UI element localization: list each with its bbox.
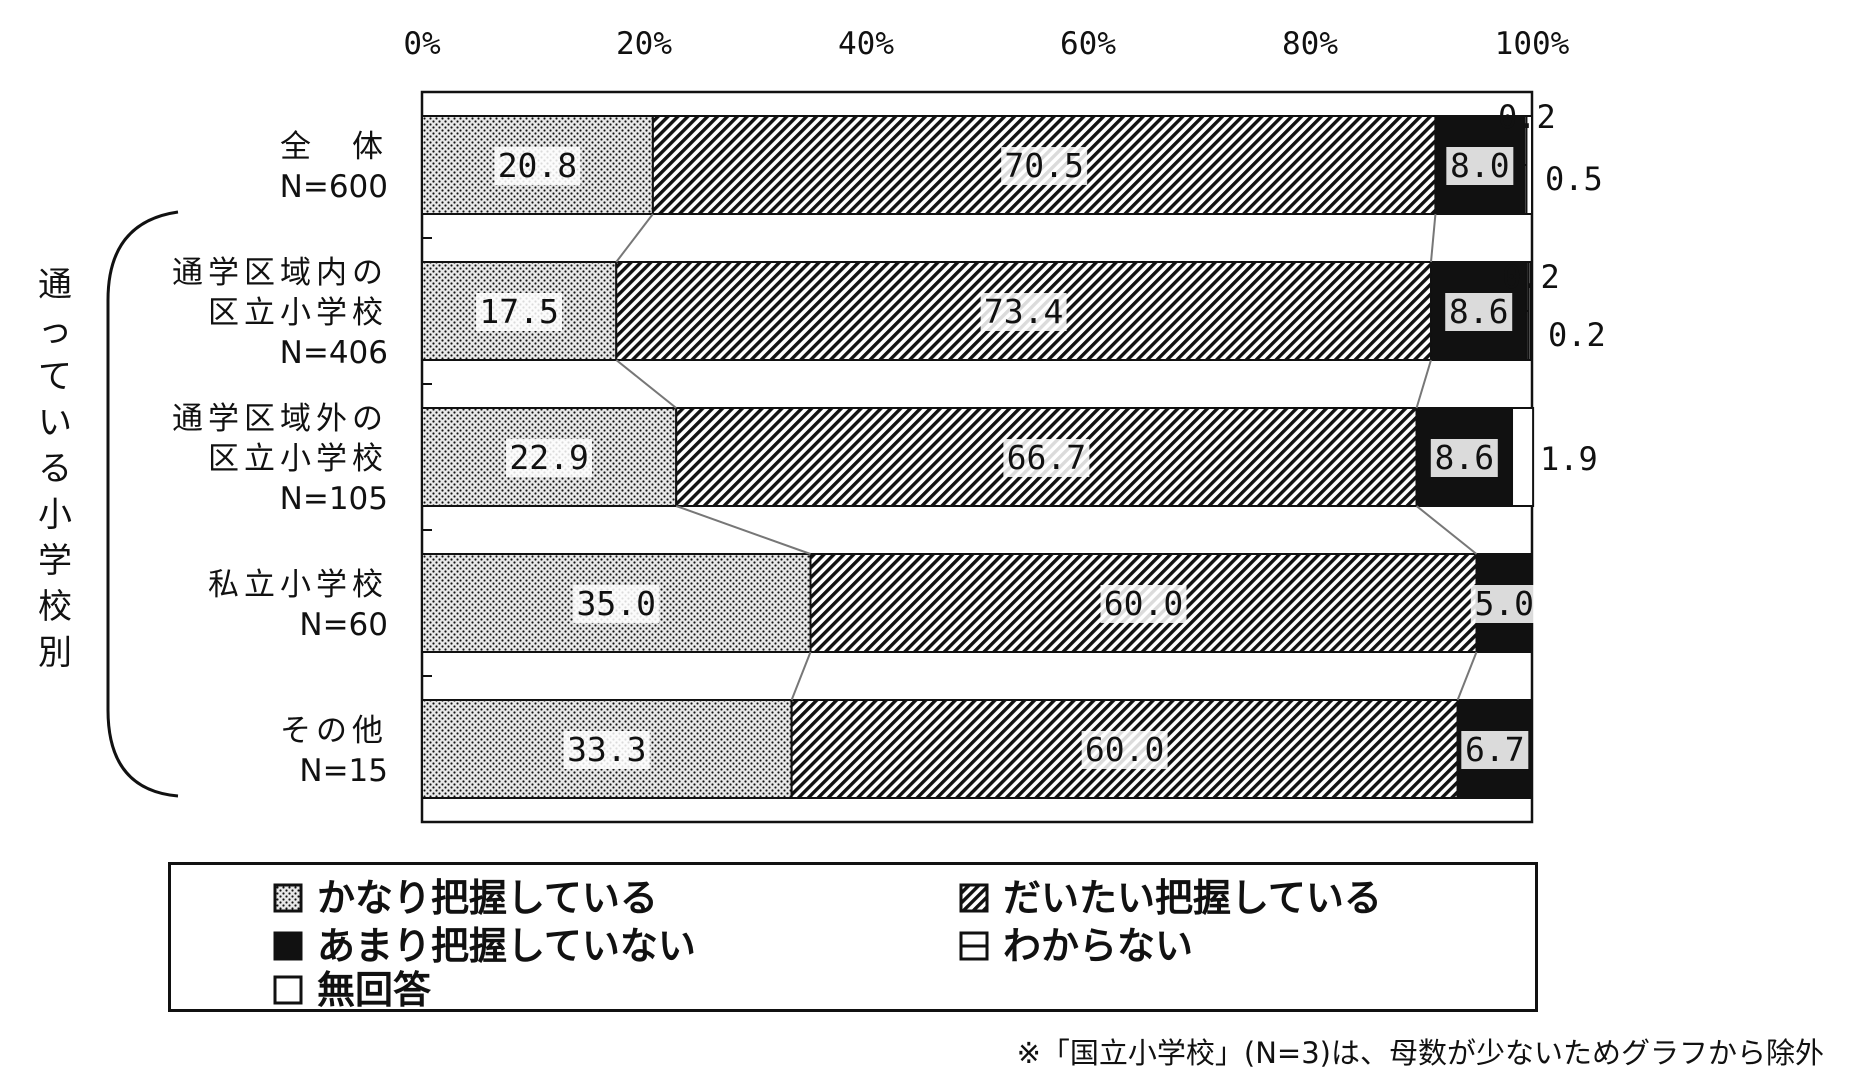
series-connector-line [790, 651, 812, 701]
legend-label-wakaranai: わからない [1003, 924, 1194, 968]
data-label: 70.5 [1004, 146, 1083, 185]
data-label: 66.7 [1007, 438, 1086, 477]
data-label-bg [573, 585, 660, 623]
data-label: 33.3 [567, 730, 646, 769]
data-label-bg [494, 147, 581, 185]
x-tick-label: 100% [1495, 26, 1570, 62]
data-label-bg [1470, 585, 1538, 623]
group-label-char: 小 [38, 495, 72, 535]
data-label-bg [1100, 585, 1187, 623]
data-label: 20.8 [498, 146, 577, 185]
series-connector-line [675, 505, 811, 555]
data-label-bg [1461, 731, 1529, 769]
legend-item-daitai: だいたい把握している [959, 879, 1382, 917]
legend-item-wakaranai: わからない [959, 927, 1193, 965]
series-connector-line [1456, 651, 1478, 701]
legend-label-kanari: かなり把握している [317, 876, 658, 920]
legend-label-mukaitou: 無回答 [317, 968, 432, 1012]
legend-swatch-solid [273, 931, 303, 961]
data-label-outside: 0.2 [1548, 316, 1606, 354]
group-label-char: て [38, 357, 72, 397]
group-label-char: っ [38, 311, 72, 351]
legend-item-amari: あまり把握していない [273, 927, 696, 965]
category-label: 全 体 [280, 129, 388, 165]
legend: かなり把握している だいたい把握している あまり把握していない わからない 無回… [168, 862, 1538, 1012]
x-tick-label: 20% [616, 26, 672, 62]
data-label-bg [1003, 439, 1090, 477]
category-label: 通学区域外の [172, 401, 388, 437]
data-label: 60.0 [1104, 584, 1183, 623]
group-brace [106, 210, 179, 798]
group-label-char: 学 [38, 541, 72, 581]
category-label: N=600 [280, 169, 388, 205]
category-label: 通学区域内の [172, 255, 388, 291]
data-label-bg [563, 731, 650, 769]
footnote: ※「国立小学校」(N=3)は、母数が少ないためグラフから除外 [1016, 1036, 1824, 1070]
data-label-outside: 0.2 [1498, 98, 1556, 136]
group-label-char: る [38, 449, 72, 489]
x-tick-label: 60% [1060, 26, 1116, 62]
legend-item-mukaitou: 無回答 [273, 971, 431, 1009]
legend-swatch-hatch [959, 883, 989, 913]
data-label-bg [1081, 731, 1168, 769]
data-label: 5.0 [1474, 584, 1534, 623]
x-tick-label: 80% [1282, 26, 1338, 62]
legend-swatch-hline [959, 931, 989, 961]
data-label: 8.0 [1450, 146, 1510, 185]
category-label: N=15 [299, 753, 388, 789]
legend-label-daitai: だいたい把握している [1003, 876, 1382, 920]
data-label: 22.9 [509, 438, 588, 477]
data-label-outside: 0.5 [1545, 160, 1603, 198]
data-label-bg [1430, 439, 1498, 477]
data-label-outside: 1.9 [1540, 440, 1598, 478]
x-tick-label: 40% [838, 26, 894, 62]
data-label: 73.4 [984, 292, 1063, 331]
legend-swatch-dots [273, 883, 303, 913]
category-label: N=406 [280, 335, 388, 371]
data-label-bg [506, 439, 593, 477]
data-label: 35.0 [577, 584, 656, 623]
series-connector-line [615, 359, 677, 409]
data-label-bg [980, 293, 1067, 331]
data-label-bg [1446, 147, 1514, 185]
series-connector-line [1415, 359, 1432, 409]
data-label: 8.6 [1449, 292, 1509, 331]
category-label: 区立小学校 [208, 295, 388, 331]
data-label: 8.6 [1434, 438, 1494, 477]
group-label-char: 別 [38, 633, 72, 673]
group-label-char: 校 [38, 587, 72, 627]
legend-swatch-blank [273, 975, 303, 1005]
category-label: N=105 [280, 481, 388, 517]
category-label: 区立小学校 [208, 441, 388, 477]
group-label-char: 通 [38, 265, 72, 305]
data-label-outside: 0.2 [1502, 258, 1560, 296]
category-label: 私立小学校 [208, 567, 388, 603]
group-label-char: い [38, 403, 72, 443]
category-label: N=60 [299, 607, 388, 643]
x-tick-label: 0% [403, 26, 441, 62]
legend-label-amari: あまり把握していない [317, 924, 696, 968]
bar-segment [1511, 407, 1535, 507]
series-connector-line [1429, 213, 1437, 263]
data-label: 6.7 [1465, 730, 1525, 769]
category-label: その他 [280, 713, 388, 749]
data-label-bg [1445, 293, 1513, 331]
series-connector-line [1415, 505, 1478, 555]
data-label-bg [1001, 147, 1088, 185]
legend-item-kanari: かなり把握している [273, 879, 658, 917]
series-connector-line [615, 213, 654, 263]
data-label: 17.5 [479, 292, 558, 331]
data-label-bg [476, 293, 563, 331]
bar-segment [1527, 261, 1532, 361]
data-label: 60.0 [1085, 730, 1164, 769]
